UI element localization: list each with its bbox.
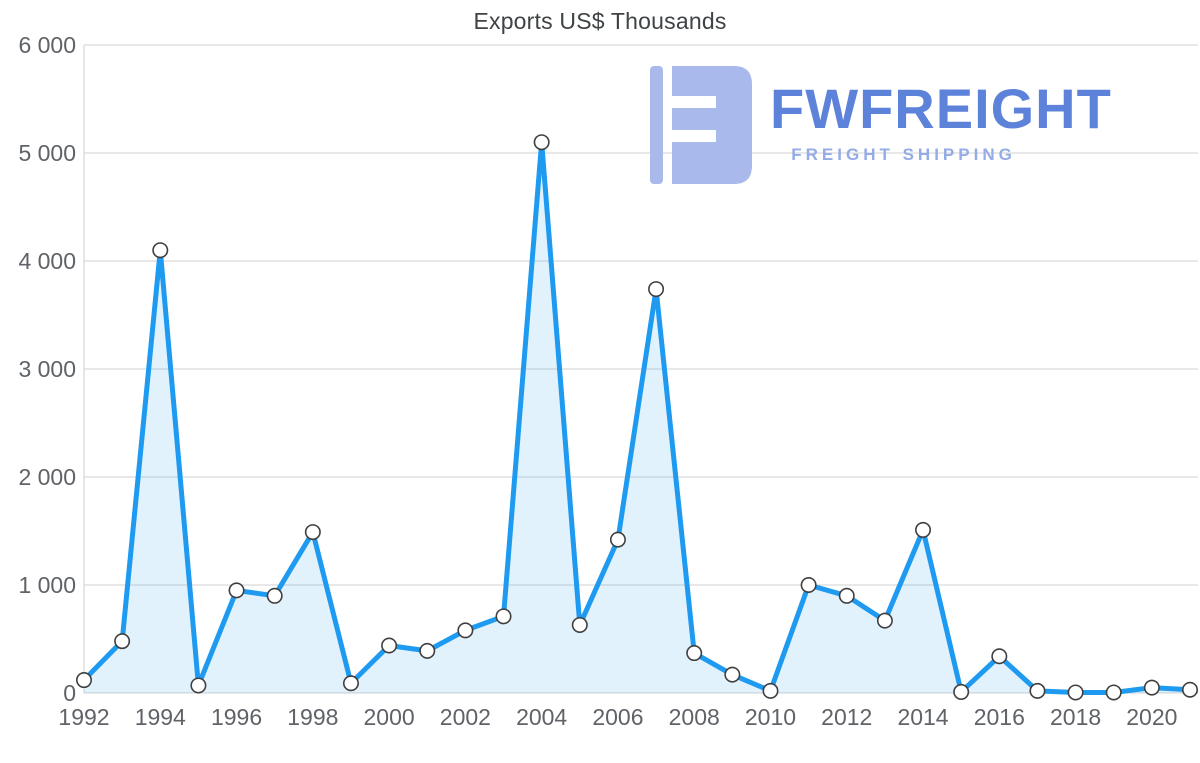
x-axis-tick-label: 2016 [974, 704, 1025, 730]
data-point-marker[interactable] [648, 281, 665, 298]
chart-title: Exports US$ Thousands [473, 8, 727, 34]
x-axis-tick-label: 2014 [897, 704, 948, 730]
data-point-marker[interactable] [381, 637, 398, 654]
data-point-marker[interactable] [1029, 682, 1046, 699]
data-point-marker[interactable] [419, 642, 436, 659]
data-point-marker[interactable] [495, 608, 512, 625]
data-point-marker[interactable] [800, 576, 817, 593]
x-axis-tick-label: 1996 [211, 704, 262, 730]
data-point-marker[interactable] [228, 582, 245, 599]
data-point-marker[interactable] [457, 622, 474, 639]
x-axis-tick-label: 2002 [440, 704, 491, 730]
data-point-marker[interactable] [762, 682, 779, 699]
x-axis-tick-label: 2006 [592, 704, 643, 730]
x-axis-tick-label: 2008 [669, 704, 720, 730]
data-point-marker[interactable] [724, 666, 741, 683]
watermark-brand: FWFREIGHT [770, 77, 1112, 140]
y-axis-tick-label: 6 000 [18, 32, 76, 58]
data-point-marker[interactable] [876, 612, 893, 629]
y-axis-tick-label: 1 000 [18, 572, 76, 598]
x-axis-tick-label: 2000 [364, 704, 415, 730]
fwfreight-logo-icon [650, 66, 752, 184]
y-axis-tick-label: 2 000 [18, 464, 76, 490]
x-axis-tick-label: 2004 [516, 704, 567, 730]
data-point-marker[interactable] [304, 524, 321, 541]
data-point-marker[interactable] [609, 531, 626, 548]
data-point-marker[interactable] [266, 587, 283, 604]
data-point-marker[interactable] [152, 242, 169, 259]
data-point-marker[interactable] [838, 587, 855, 604]
y-axis-tick-label: 3 000 [18, 356, 76, 382]
y-axis-tick-label: 4 000 [18, 248, 76, 274]
data-point-marker[interactable] [114, 633, 131, 650]
watermark-tagline: FREIGHT SHIPPING [791, 144, 1016, 164]
data-point-marker[interactable] [190, 677, 207, 694]
data-point-marker[interactable] [1067, 684, 1084, 701]
data-point-marker[interactable] [915, 521, 932, 538]
x-axis-tick-label: 2012 [821, 704, 872, 730]
x-axis-tick-label: 2010 [745, 704, 796, 730]
data-point-marker[interactable] [1105, 684, 1122, 701]
y-axis-tick-label: 5 000 [18, 140, 76, 166]
data-point-marker[interactable] [991, 648, 1008, 665]
x-axis-tick-label: 1998 [287, 704, 338, 730]
x-axis-tick-label: 2020 [1126, 704, 1177, 730]
data-point-marker[interactable] [571, 616, 588, 633]
data-point-marker[interactable] [1182, 681, 1199, 698]
data-point-marker[interactable] [686, 645, 703, 662]
x-axis-tick-label: 2018 [1050, 704, 1101, 730]
data-point-marker[interactable] [342, 675, 359, 692]
x-axis-tick-label: 1992 [58, 704, 109, 730]
data-point-marker[interactable] [1143, 679, 1160, 696]
x-axis-tick-label: 1994 [135, 704, 186, 730]
data-point-marker[interactable] [953, 683, 970, 700]
data-point-marker[interactable] [533, 134, 550, 151]
watermark-text: FWFREIGHT FREIGHT SHIPPING [770, 66, 1112, 165]
watermark: FWFREIGHT FREIGHT SHIPPING [650, 66, 1150, 188]
data-point-marker[interactable] [76, 672, 93, 689]
y-axis-tick-label: 0 [63, 680, 76, 706]
